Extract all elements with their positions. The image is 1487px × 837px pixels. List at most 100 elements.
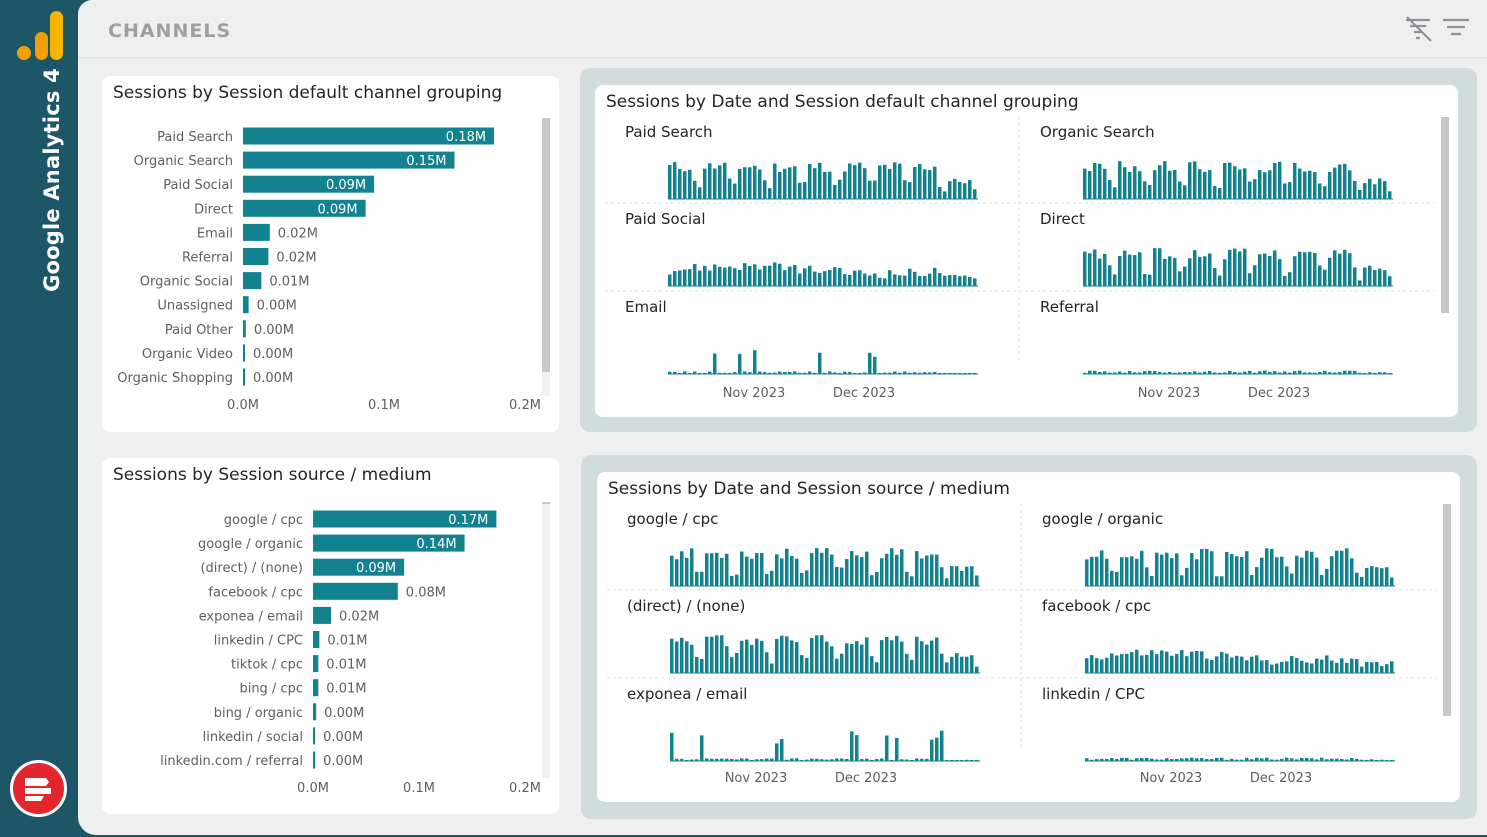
- date-bar[interactable]: [1228, 162, 1232, 199]
- date-bar[interactable]: [1273, 250, 1277, 286]
- date-bar[interactable]: [873, 180, 877, 199]
- date-bar[interactable]: [1330, 660, 1334, 673]
- date-bar[interactable]: [790, 555, 794, 586]
- date-bar[interactable]: [1263, 253, 1267, 286]
- date-bar[interactable]: [1328, 257, 1332, 286]
- date-bar[interactable]: [908, 268, 912, 286]
- date-bar[interactable]: [1130, 652, 1134, 673]
- date-bar[interactable]: [875, 572, 879, 586]
- date-bar[interactable]: [855, 735, 859, 761]
- date-bar[interactable]: [1215, 757, 1219, 761]
- date-bar[interactable]: [780, 558, 784, 586]
- date-bar[interactable]: [1300, 557, 1304, 586]
- date-bar[interactable]: [668, 164, 672, 199]
- date-bar[interactable]: [1343, 370, 1347, 374]
- date-bar[interactable]: [1388, 373, 1392, 374]
- bar[interactable]: [243, 272, 262, 290]
- date-bar[interactable]: [1245, 757, 1249, 761]
- date-bar[interactable]: [1318, 371, 1322, 374]
- date-bar[interactable]: [830, 554, 834, 586]
- date-bar[interactable]: [1368, 372, 1372, 374]
- date-bar[interactable]: [955, 653, 959, 673]
- date-bar[interactable]: [935, 737, 939, 761]
- date-bar[interactable]: [688, 169, 692, 199]
- date-bar[interactable]: [678, 373, 682, 374]
- date-bar[interactable]: [850, 731, 854, 761]
- date-bar[interactable]: [1143, 181, 1147, 199]
- date-bar[interactable]: [1220, 651, 1224, 673]
- date-bar[interactable]: [1203, 171, 1207, 199]
- date-bar[interactable]: [1243, 371, 1247, 374]
- date-bar[interactable]: [1308, 372, 1312, 374]
- date-bar[interactable]: [835, 758, 839, 761]
- date-bar[interactable]: [773, 372, 777, 374]
- date-bar[interactable]: [1193, 250, 1197, 286]
- date-bar[interactable]: [1200, 548, 1204, 586]
- date-bar[interactable]: [750, 558, 754, 586]
- date-bar[interactable]: [1188, 258, 1192, 286]
- date-bar[interactable]: [803, 182, 807, 199]
- date-bar[interactable]: [935, 554, 939, 586]
- date-bar[interactable]: [720, 635, 724, 673]
- date-bar[interactable]: [763, 265, 767, 286]
- date-bar[interactable]: [868, 180, 872, 199]
- date-bar[interactable]: [1373, 184, 1377, 199]
- date-bar[interactable]: [880, 758, 884, 761]
- date-bar[interactable]: [1290, 573, 1294, 586]
- date-bar[interactable]: [843, 371, 847, 374]
- date-bar[interactable]: [765, 652, 769, 673]
- date-bar[interactable]: [1193, 371, 1197, 374]
- date-bar[interactable]: [895, 635, 899, 673]
- date-bar[interactable]: [1283, 371, 1287, 374]
- date-bar[interactable]: [1288, 272, 1292, 286]
- date-bar[interactable]: [1093, 163, 1097, 199]
- date-bar[interactable]: [860, 759, 864, 761]
- bar[interactable]: [313, 631, 320, 648]
- date-bar[interactable]: [1358, 189, 1362, 199]
- date-bar[interactable]: [768, 188, 772, 199]
- date-bar[interactable]: [1225, 653, 1229, 673]
- date-bar[interactable]: [1278, 161, 1282, 199]
- date-bar[interactable]: [1170, 558, 1174, 586]
- date-bar[interactable]: [783, 168, 787, 199]
- date-bar[interactable]: [788, 266, 792, 286]
- date-bar[interactable]: [755, 638, 759, 673]
- date-bar[interactable]: [835, 566, 839, 586]
- date-bar[interactable]: [908, 372, 912, 374]
- date-bar[interactable]: [845, 559, 849, 586]
- date-bar[interactable]: [758, 269, 762, 286]
- date-bar[interactable]: [723, 372, 727, 374]
- date-bar[interactable]: [1198, 169, 1202, 199]
- date-bar[interactable]: [835, 658, 839, 673]
- date-bar[interactable]: [1083, 168, 1087, 199]
- bar[interactable]: [313, 655, 319, 673]
- date-bar[interactable]: [685, 557, 689, 586]
- date-bar[interactable]: [748, 372, 752, 374]
- date-bar[interactable]: [920, 641, 924, 673]
- date-bar[interactable]: [948, 372, 952, 374]
- date-bar[interactable]: [1200, 758, 1204, 761]
- date-bar[interactable]: [1150, 575, 1154, 586]
- date-bar[interactable]: [1270, 549, 1274, 586]
- date-bar[interactable]: [868, 275, 872, 286]
- date-bar[interactable]: [775, 554, 779, 586]
- date-bar[interactable]: [1390, 661, 1394, 673]
- date-bar[interactable]: [770, 758, 774, 761]
- date-bar[interactable]: [1348, 170, 1352, 199]
- date-bar[interactable]: [1315, 658, 1319, 673]
- date-bar[interactable]: [1175, 653, 1179, 673]
- date-bar[interactable]: [923, 169, 927, 199]
- date-bar[interactable]: [1340, 658, 1344, 673]
- date-bar[interactable]: [898, 163, 902, 199]
- date-bar[interactable]: [863, 372, 867, 374]
- date-bar[interactable]: [768, 265, 772, 286]
- date-bar[interactable]: [730, 758, 734, 761]
- date-bar[interactable]: [933, 166, 937, 199]
- date-bar[interactable]: [695, 759, 699, 761]
- date-bar[interactable]: [953, 373, 957, 374]
- date-bar[interactable]: [920, 758, 924, 761]
- date-bar[interactable]: [673, 271, 677, 286]
- date-bar[interactable]: [1085, 658, 1089, 673]
- date-bar[interactable]: [1138, 372, 1142, 374]
- date-bar[interactable]: [1253, 179, 1257, 199]
